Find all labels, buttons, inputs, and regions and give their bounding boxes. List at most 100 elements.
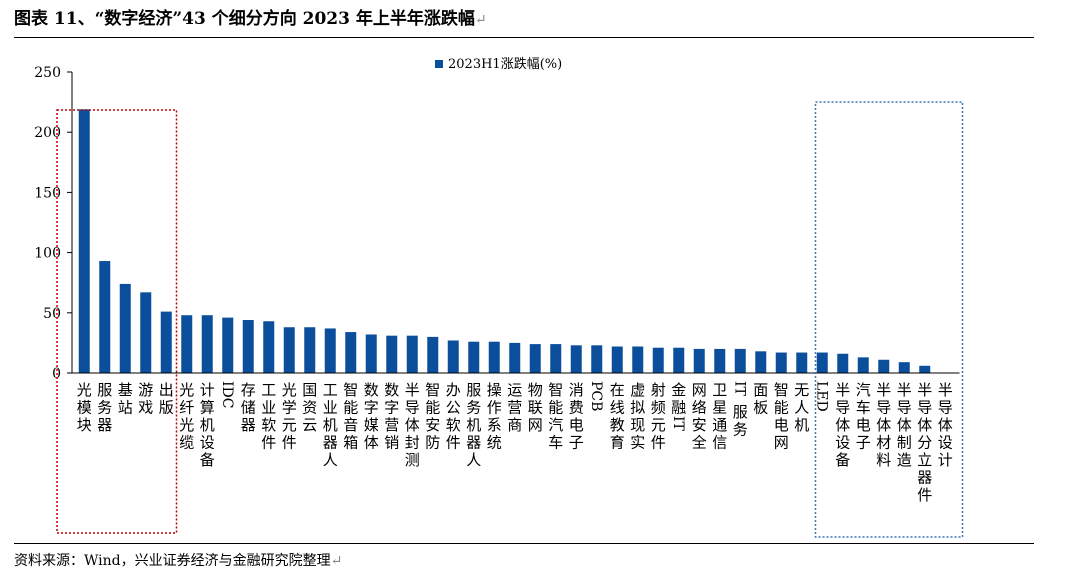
- bar: [242, 320, 254, 373]
- x-tick-label: 办公软件: [446, 381, 461, 452]
- bar: [796, 352, 808, 373]
- bar: [570, 345, 582, 373]
- x-tick-label: 国资云: [302, 381, 317, 434]
- x-tick-label: IT: [670, 416, 686, 432]
- x-tick-label: 基站: [118, 381, 133, 417]
- x-tick-label: 金融: [671, 381, 686, 417]
- x-tick-label: 物联网: [528, 381, 543, 434]
- x-tick-label: 智能音箱: [343, 381, 358, 452]
- bar: [775, 352, 787, 373]
- bar: [304, 327, 316, 373]
- highlight-box-blue: [814, 101, 964, 538]
- bar: [550, 344, 562, 373]
- bar: [78, 109, 90, 373]
- bar: [816, 352, 828, 373]
- bar: [755, 351, 767, 373]
- paragraph-mark: ↵: [330, 553, 343, 569]
- x-tick-label: 汽车电子: [856, 381, 871, 452]
- bar: [857, 357, 869, 373]
- x-tick-label: 服务机器人: [466, 381, 481, 469]
- bar: [919, 365, 931, 373]
- bar: [345, 332, 357, 373]
- x-tick-label: 无人机: [794, 381, 809, 434]
- x-tick-label: 半导体材料: [876, 381, 891, 469]
- y-tick-label: 200: [34, 125, 61, 141]
- legend-swatch: [435, 60, 443, 68]
- bar: [447, 340, 459, 373]
- bar: [468, 341, 480, 373]
- x-tick-label: 光纤光缆: [179, 381, 194, 452]
- x-tick-label: 光模块: [77, 381, 92, 434]
- bar: [283, 327, 295, 373]
- x-tick-label: 网络安全: [692, 381, 707, 452]
- x-tick-label: 游戏: [138, 381, 153, 417]
- bar: [181, 315, 193, 373]
- bottom-rule: [14, 543, 1034, 544]
- x-tick-label: 存储器: [241, 381, 256, 434]
- bar: [324, 328, 336, 373]
- x-tick-label: 半导体设计: [938, 381, 953, 469]
- x-tick-label: 半导体制造: [897, 381, 912, 469]
- bar: [406, 335, 418, 373]
- x-tick-label: 工业软件: [261, 381, 276, 452]
- x-tick-label: PCB: [588, 381, 604, 411]
- x-tick-label: 智能安防: [425, 381, 440, 452]
- bar: [201, 315, 213, 373]
- x-tick-label: IT: [731, 381, 747, 397]
- x-tick-label: 消费电子: [569, 381, 584, 452]
- bar-chart: 2023H1涨跌幅(%)050100150200250光模块服务器基站游戏出版光…: [34, 56, 964, 538]
- bar: [673, 347, 685, 373]
- x-tick-label: 数字营销: [384, 381, 399, 452]
- chart-title: 图表 11、“数字经济”43 个细分方向 2023 年上半年涨跌幅↵: [14, 9, 487, 29]
- bar: [119, 283, 131, 373]
- bar: [734, 348, 746, 373]
- y-tick-label: 50: [43, 306, 61, 322]
- bar: [591, 345, 603, 373]
- x-tick-label: 半导体封测: [405, 381, 420, 469]
- y-tick-label: 250: [34, 65, 61, 81]
- bar: [878, 359, 890, 373]
- x-tick-label: 运营商: [507, 381, 522, 434]
- bar: [263, 321, 275, 373]
- x-tick-label: 虚拟现实: [630, 381, 645, 452]
- legend-label: 2023H1涨跌幅(%): [448, 56, 562, 72]
- bar: [140, 292, 152, 373]
- x-tick-label: 数字媒体: [364, 381, 379, 452]
- bar: [99, 261, 111, 373]
- top-rule: [14, 37, 1034, 38]
- x-tick-label: 在线教育: [610, 381, 625, 452]
- bar: [632, 346, 644, 373]
- x-tick-label: 面板: [753, 381, 768, 417]
- x-tick-label: 智能电网: [774, 381, 789, 452]
- source-note: 资料来源：Wind，兴业证券经济与金融研究院整理↵: [14, 553, 343, 569]
- bar: [509, 342, 521, 373]
- highlight-box-red: [56, 109, 178, 534]
- x-tick-label: 半导体分立器件: [917, 381, 932, 504]
- y-tick-label: 100: [34, 246, 61, 262]
- bar: [611, 346, 623, 373]
- bar: [837, 353, 849, 373]
- x-tick-label: 服务器: [97, 381, 112, 434]
- bar: [222, 317, 234, 373]
- x-tick-label: 智能汽车: [548, 381, 563, 452]
- x-tick-label: 半导体设备: [835, 381, 850, 469]
- x-tick-label: 光学元件: [282, 381, 297, 452]
- x-tick-label: LED: [813, 381, 829, 412]
- bar: [488, 341, 500, 373]
- x-tick-label: 服务: [733, 403, 748, 439]
- bar: [160, 311, 172, 373]
- bar: [427, 336, 439, 373]
- bar: [365, 334, 377, 373]
- paragraph-mark: ↵: [474, 12, 487, 28]
- x-tick-label: 卫星通信: [712, 381, 727, 452]
- x-tick-label: 操作系统: [487, 381, 502, 452]
- y-tick-label: 150: [34, 185, 61, 201]
- bar: [529, 344, 541, 373]
- x-tick-label: 工业机器人: [323, 381, 338, 469]
- x-tick-label: 出版: [159, 381, 174, 417]
- bar: [714, 348, 726, 373]
- x-tick-label: 射频元件: [651, 381, 666, 452]
- bar: [386, 335, 398, 373]
- bar: [693, 348, 705, 373]
- bar: [652, 347, 664, 373]
